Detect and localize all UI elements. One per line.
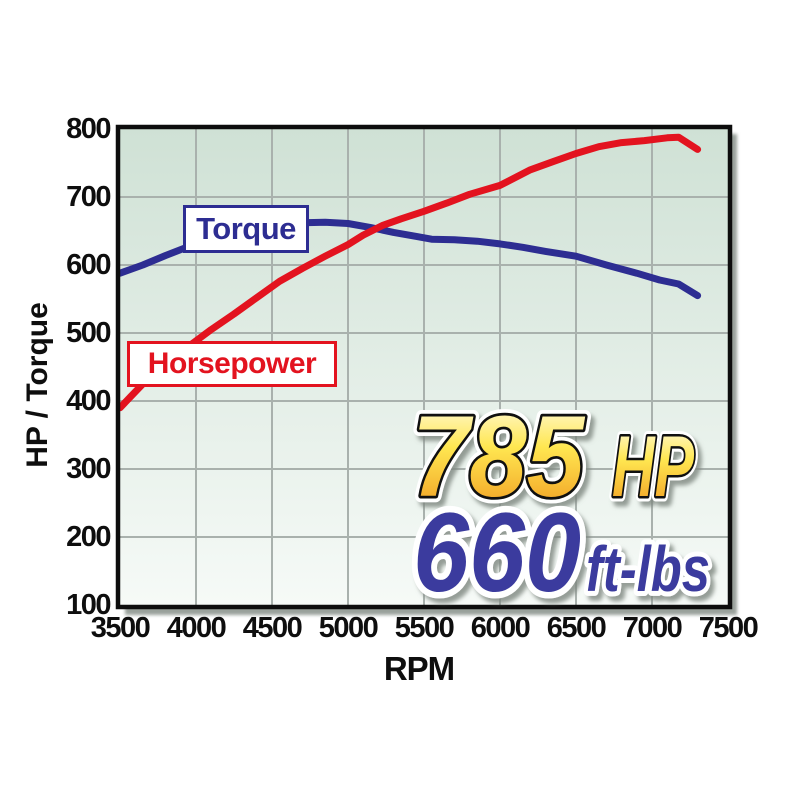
x-tick-label: 6500 xyxy=(546,612,607,644)
x-tick-label: 6000 xyxy=(470,612,531,644)
hp-unit-outline: HP xyxy=(612,419,694,515)
hp-value-outline: 785 xyxy=(412,393,586,521)
y-tick-label: 700 xyxy=(66,181,111,213)
y-tick-label: 300 xyxy=(66,453,111,485)
hp-unit-text: HP xyxy=(612,419,694,515)
horsepower-curve xyxy=(116,133,702,412)
y-axis-title: HP / Torque xyxy=(21,302,54,468)
torque-callout: 660 ft-lbs 660 ft-lbs xyxy=(407,484,716,622)
y-tick-label: 100 xyxy=(66,589,111,621)
x-tick-label: 3500 xyxy=(90,612,151,644)
torque-series-label: Torque xyxy=(183,205,309,253)
horsepower-series-label: Horsepower xyxy=(127,341,337,387)
torque-value-outline: 660 xyxy=(413,490,581,615)
x-tick-label: 7000 xyxy=(622,612,683,644)
y-tick-label: 800 xyxy=(66,113,111,145)
x-tick-label: 5500 xyxy=(394,612,455,644)
hp-value-text: 785 xyxy=(412,393,586,521)
y-tick-label: 500 xyxy=(66,317,111,349)
gridlines xyxy=(120,129,728,605)
plot-border xyxy=(115,124,733,610)
y-tick-label: 200 xyxy=(66,521,111,553)
torque-value-text: 660 xyxy=(413,490,581,615)
x-tick-label: 4000 xyxy=(166,612,227,644)
y-tick-label: 600 xyxy=(66,249,111,281)
torque-unit-text: ft-lbs xyxy=(586,533,710,605)
x-axis-title: RPM xyxy=(383,650,455,687)
x-tick-label: 5000 xyxy=(318,612,379,644)
hp-callout: 785 HP 785 HP xyxy=(406,387,700,528)
x-tick-label: 7500 xyxy=(698,612,759,644)
y-tick-label: 400 xyxy=(66,385,111,417)
torque-unit-outline: ft-lbs xyxy=(586,533,710,605)
x-tick-label: 4500 xyxy=(242,612,303,644)
